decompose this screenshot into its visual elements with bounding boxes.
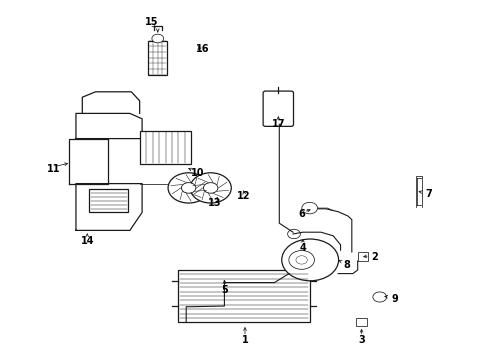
Circle shape	[282, 239, 339, 281]
Circle shape	[288, 229, 300, 239]
Text: 15: 15	[145, 17, 159, 27]
Circle shape	[190, 173, 231, 203]
Text: 8: 8	[343, 260, 350, 270]
Text: 4: 4	[299, 243, 306, 253]
Circle shape	[296, 256, 307, 264]
Bar	[178, 270, 310, 322]
Circle shape	[181, 183, 196, 193]
Text: 2: 2	[371, 252, 378, 262]
Text: 10: 10	[191, 168, 205, 178]
Circle shape	[203, 183, 218, 193]
Text: 14: 14	[80, 236, 94, 246]
Text: 7: 7	[425, 189, 432, 199]
Circle shape	[168, 173, 209, 203]
Text: 9: 9	[391, 294, 398, 304]
Circle shape	[302, 202, 318, 214]
Bar	[358, 252, 368, 261]
FancyBboxPatch shape	[263, 91, 294, 126]
Text: 16: 16	[196, 44, 210, 54]
Text: 12: 12	[237, 191, 251, 201]
Bar	[148, 40, 167, 75]
Text: 17: 17	[271, 119, 285, 129]
Bar	[89, 189, 128, 212]
Bar	[140, 131, 191, 164]
Text: 6: 6	[298, 209, 305, 219]
Circle shape	[152, 34, 164, 43]
Bar	[356, 318, 367, 326]
Text: 11: 11	[47, 164, 60, 174]
Circle shape	[373, 292, 387, 302]
Text: 3: 3	[358, 335, 365, 345]
Text: 1: 1	[242, 335, 248, 345]
Text: 5: 5	[221, 285, 228, 295]
Text: 13: 13	[208, 198, 221, 208]
Circle shape	[289, 251, 315, 269]
